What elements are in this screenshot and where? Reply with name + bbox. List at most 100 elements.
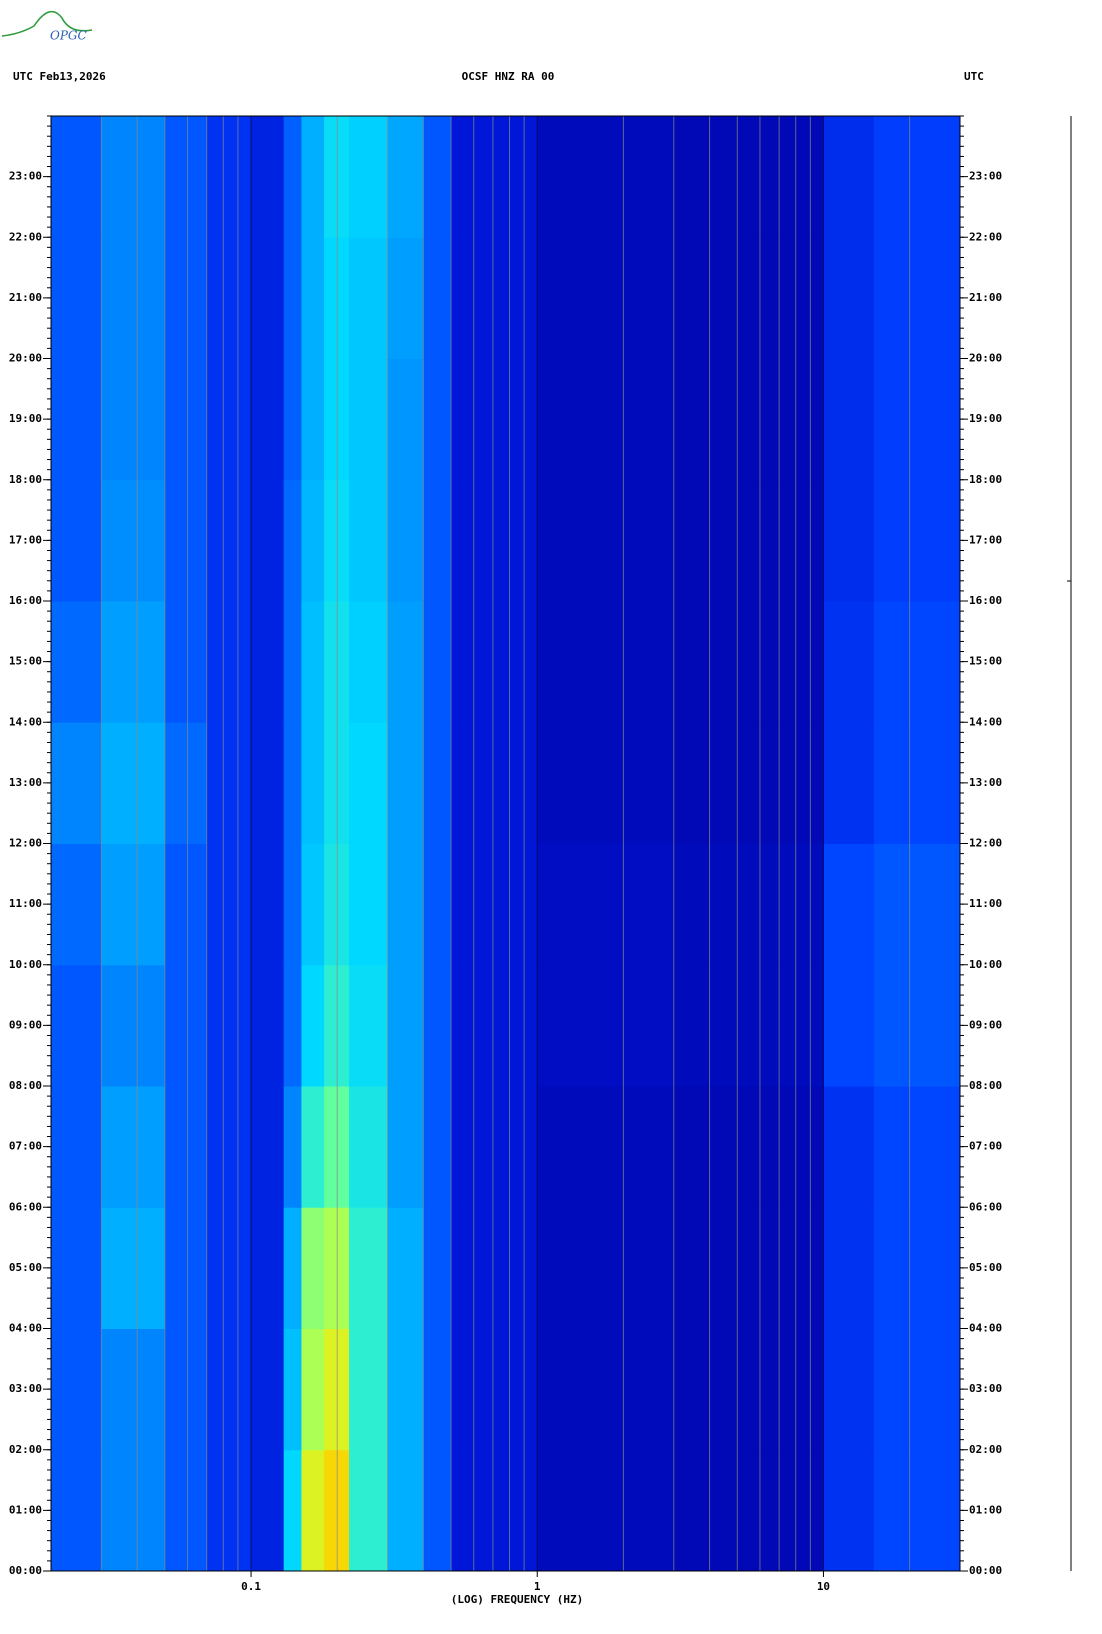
cell [349, 1449, 389, 1572]
cell [673, 722, 824, 844]
cell [101, 722, 166, 844]
cell [451, 601, 538, 723]
cell [873, 116, 961, 238]
cell [537, 1207, 675, 1329]
x-tick-label: 10 [817, 1580, 830, 1593]
cell [451, 964, 538, 1087]
cell [206, 116, 252, 238]
cell [101, 479, 166, 602]
x-tick-label: 0.1 [241, 1580, 261, 1593]
cell [673, 964, 824, 1087]
cell [823, 1207, 875, 1329]
cell [101, 116, 166, 238]
cell [537, 358, 675, 481]
cell [537, 601, 675, 723]
cell [283, 1086, 302, 1208]
cell [206, 358, 252, 481]
y-tick-label: 17:00 [969, 533, 1002, 546]
cell [206, 964, 252, 1087]
y-tick-label: 09:00 [9, 1018, 42, 1031]
y-tick-label: 07:00 [9, 1140, 42, 1153]
cell [387, 1328, 424, 1451]
cell [51, 601, 102, 723]
cell [423, 722, 452, 844]
cell [101, 237, 166, 359]
cell [673, 843, 824, 966]
y-tick-label: 10:00 [9, 958, 42, 971]
cell [51, 722, 102, 844]
logo: OPGC [50, 29, 87, 43]
cell [673, 1449, 824, 1572]
cell [451, 358, 538, 481]
cell [673, 1086, 824, 1208]
cell [537, 843, 675, 966]
y-tick-label: 19:00 [969, 412, 1002, 425]
y-tick-label: 06:00 [969, 1200, 1002, 1213]
cell [251, 1328, 285, 1451]
cell [101, 1328, 166, 1451]
y-tick-label: 06:00 [9, 1200, 42, 1213]
cell [301, 843, 325, 966]
y-tick-label: 00:00 [969, 1564, 1002, 1577]
y-tick-label: 11:00 [9, 897, 42, 910]
y-tick-label: 08:00 [969, 1079, 1002, 1092]
cell [101, 1086, 166, 1208]
cell [451, 237, 538, 359]
y-tick-label: 21:00 [969, 291, 1002, 304]
cell [349, 601, 389, 723]
y-tick-label: 08:00 [9, 1079, 42, 1092]
cell [301, 722, 325, 844]
cell [387, 1207, 424, 1329]
cell [823, 601, 875, 723]
cell [537, 1449, 675, 1572]
cell [823, 237, 875, 359]
cell [451, 722, 538, 844]
cell [873, 358, 961, 481]
cell [283, 601, 302, 723]
cell [673, 479, 824, 602]
cell [423, 116, 452, 238]
cell [283, 1207, 302, 1329]
cell [301, 1207, 325, 1329]
cell [251, 843, 285, 966]
y-tick-label: 01:00 [9, 1503, 42, 1516]
cell [164, 237, 208, 359]
cell [823, 964, 875, 1087]
cell [387, 843, 424, 966]
cell [873, 237, 961, 359]
cell [206, 237, 252, 359]
cell [206, 1086, 252, 1208]
y-tick-label: 23:00 [9, 170, 42, 183]
cell [206, 601, 252, 723]
cell [387, 722, 424, 844]
cell [673, 601, 824, 723]
cell [51, 843, 102, 966]
cell [283, 843, 302, 966]
cell [423, 1449, 452, 1572]
cell [101, 601, 166, 723]
cell [51, 1086, 102, 1208]
cell [673, 1207, 824, 1329]
cell [537, 722, 675, 844]
y-tick-label: 19:00 [9, 412, 42, 425]
cell [349, 1328, 389, 1451]
y-tick-label: 12:00 [969, 837, 1002, 850]
cell [251, 358, 285, 481]
cell [451, 1207, 538, 1329]
y-tick-label: 01:00 [969, 1503, 1002, 1516]
y-tick-label: 17:00 [9, 533, 42, 546]
cell [51, 964, 102, 1087]
cell [206, 722, 252, 844]
cell [349, 237, 389, 359]
y-tick-label: 14:00 [969, 715, 1002, 728]
y-tick-label: 04:00 [969, 1322, 1002, 1335]
cell [537, 1328, 675, 1451]
cell [251, 1207, 285, 1329]
y-tick-label: 11:00 [969, 897, 1002, 910]
y-tick-label: 22:00 [969, 230, 1002, 243]
cell [873, 1449, 961, 1572]
cell [349, 479, 389, 602]
cell [537, 116, 675, 238]
cell [251, 479, 285, 602]
